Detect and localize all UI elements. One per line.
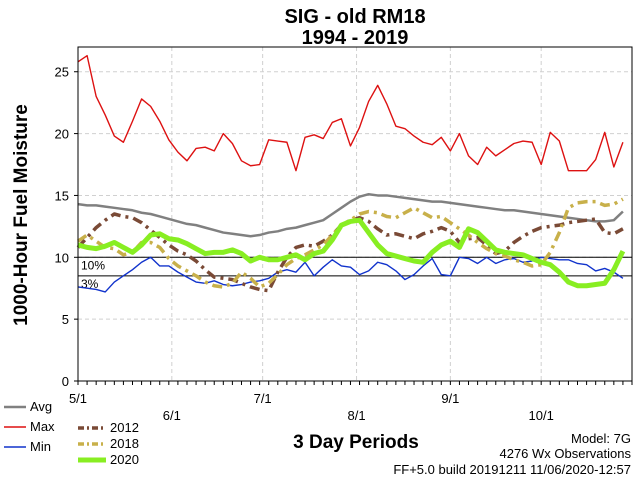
legend-label-min: Min [30, 439, 51, 454]
x-tick-label: 9/1 [441, 391, 459, 406]
y-ticks: 0 5 10 15 20 25 [55, 65, 78, 389]
series-line-avg [77, 192, 624, 238]
y-axis-label: 1000-Hour Fuel Moisture [11, 104, 32, 326]
legend-label-avg: Avg [30, 399, 52, 414]
chart-title: SIG - old RM18 [284, 6, 425, 28]
x-tick-label: 5/1 [69, 391, 87, 406]
legend-label-2018: 2018 [110, 436, 139, 451]
legend-label-2012: 2012 [110, 420, 139, 435]
legend-label-2020: 2020 [110, 452, 139, 467]
x-tick-label: 7/1 [254, 391, 272, 406]
build-label: FF+5.0 build 20191211 11/06/2020-12:57 [393, 462, 631, 477]
y-tick-label: 10 [55, 250, 69, 265]
model-label: Model: 7G [571, 431, 631, 446]
reference-line-label: 10% [81, 258, 105, 272]
plot-frame [77, 46, 633, 382]
x-tick-label: 6/1 [163, 408, 181, 423]
y-tick-label: 25 [55, 65, 69, 80]
y-tick-label: 15 [55, 188, 69, 203]
x-ticks: 5/1 6/1 7/1 8/1 9/1 10/1 [69, 381, 633, 423]
x-axis-label: 3 Day Periods [293, 432, 419, 453]
y-tick-label: 20 [55, 127, 69, 142]
x-tick-label: 8/1 [348, 408, 366, 423]
series-line-max [77, 54, 624, 172]
legend-label-max: Max [30, 419, 55, 434]
y-tick-label: 5 [62, 312, 69, 327]
series-line-2018 [77, 197, 624, 289]
observations-label: 4276 Wx Observations [499, 446, 631, 461]
chart-subtitle: 1994 - 2019 [302, 27, 409, 49]
x-tick-label: 10/1 [529, 408, 554, 423]
series-layer [76, 54, 626, 293]
series-line-2020 [77, 217, 626, 289]
y-tick-label: 0 [62, 374, 69, 389]
